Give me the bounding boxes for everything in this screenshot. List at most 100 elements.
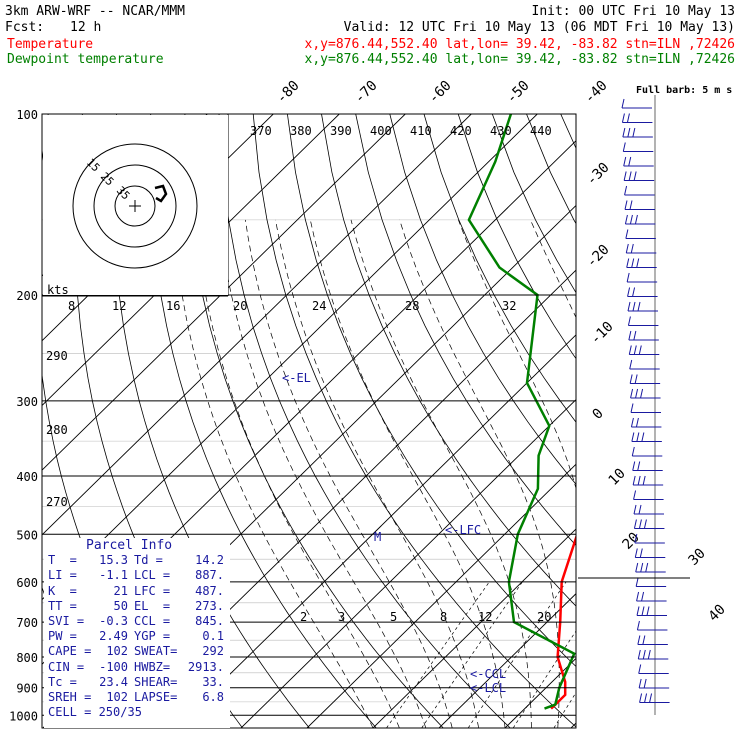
moist-adiabat [218,219,427,728]
wind-barb-flag [633,490,637,500]
wind-barb-flag [639,693,643,703]
mixing-ratio-label: 8 [68,299,75,313]
moist-adiabat [690,220,740,728]
wind-barb-flag [638,345,642,355]
wind-barb-flag [629,374,633,384]
wind-barb-flag [638,664,642,674]
isotherm-line [240,398,576,728]
dewpoint-line [467,114,576,710]
hodograph-ring [72,143,198,269]
isotherm-line [306,463,576,728]
isotherm-line [703,114,740,728]
dry-adiabat [389,114,576,485]
isotherm-line [42,114,406,471]
wind-barb-flag [628,330,632,341]
dry-adiabat [321,114,576,607]
isotherm-line [570,722,576,728]
isobar-label: 300 [16,395,38,409]
wind-barb-flag [634,548,638,558]
parcel-value: 14.2 [195,553,224,568]
dry-adiabat [663,114,740,728]
isobar-label: 400 [16,470,38,484]
dry-adiabat [732,114,740,728]
isotherm-label: -40 [582,78,611,107]
dry-adiabat [287,114,576,667]
wind-barb-flag [633,519,637,529]
wind-barb-flag [628,156,632,167]
wind-barb-flag [624,214,628,225]
isotherm-label: 20 [620,530,643,553]
wind-barb-flag [636,258,640,268]
mixing-ratio-line [386,581,490,728]
mixing-ratio-label: 12 [478,610,492,624]
wind-barb-flag [622,142,626,152]
moist-adiabat [275,219,479,728]
isotherm-line [42,114,472,536]
wind-barb-flag [636,620,640,631]
wind-barb-flag [637,635,641,645]
wind-barb-flag [641,606,645,616]
parcel-cell: CELL = 250/35 [48,705,142,720]
parcel-key: K = [48,583,77,598]
mixing-ratio-label: 8 [440,610,447,624]
parcel-key: LFC = [134,583,171,598]
wind-barb-flag [643,519,647,529]
dry-adiabat [184,114,444,728]
parcel-key: T = [48,553,77,568]
isotherm-line [637,114,740,728]
wind-barb-flag [627,127,631,138]
wind-barb-flag [634,533,638,544]
theta-side-label: 270 [46,495,68,509]
wind-barb-flag [623,156,627,167]
wind-barb-flag [626,113,630,123]
wind-barb-flag [624,185,628,196]
dry-adiabat [149,114,377,728]
wind-barb-flag [627,301,631,312]
parcel-value: 2.49 [99,629,128,644]
wind-barb-flag [635,417,639,428]
wind-barb-flag [638,678,642,689]
parcel-key: EL = [134,598,171,613]
dry-adiabat [560,114,576,150]
wind-barb-flag [638,519,642,529]
isotherm-label: 40 [706,602,729,625]
parcel-row: LI = -1.1 LCL = 887. [44,568,230,583]
isotherm-label: 10 [606,466,629,489]
parcel-key: CIN = [48,659,85,674]
moist-adiabat [245,219,453,728]
wind-barb-flag [631,258,635,268]
mixing-ratio-label: 5 [390,610,397,624]
theta-label: 400 [370,124,392,138]
parcel-value: 6.8 [202,690,224,705]
isotherm-label: -80 [274,78,303,107]
hodograph-ring [114,185,156,227]
wind-barb-flag [637,301,641,312]
parcel-value: 23.4 [99,674,128,689]
annotation-lcl: <-LCL [470,681,506,695]
isotherm-line [174,334,576,728]
mixing-ratio-line [421,581,523,728]
theta-label: 370 [250,124,272,138]
wind-barb-flag [636,606,640,616]
wind-barb-flag [632,461,636,471]
parcel-info-title: Parcel Info [86,538,173,553]
parcel-key: YGP = [134,629,171,644]
wind-barb-flag [631,432,635,442]
dry-adiabat [595,114,740,728]
dry-adiabat [423,114,576,423]
parcel-info-panel: Parcel Info T = 15.3 Td = 14.2 LI = -1.1 LCL =… [44,538,230,728]
mixing-ratio-line [553,691,576,728]
annotation-lfc: <-LFC [445,523,481,537]
wind-barb-flag [636,591,640,602]
parcel-value: 21 [113,583,128,598]
wind-barb-flag [627,287,631,297]
wind-barb-flag [626,272,630,283]
wind-barb-flag [633,330,637,341]
parcel-row: TT = 50 EL = 273. [44,599,230,614]
wind-barb-flag [630,388,634,399]
isotherm-label: 30 [686,546,709,569]
mixing-ratio-label: 2 [300,610,307,624]
wind-barb-flag [640,388,644,399]
wind-barb-flag [637,649,641,660]
